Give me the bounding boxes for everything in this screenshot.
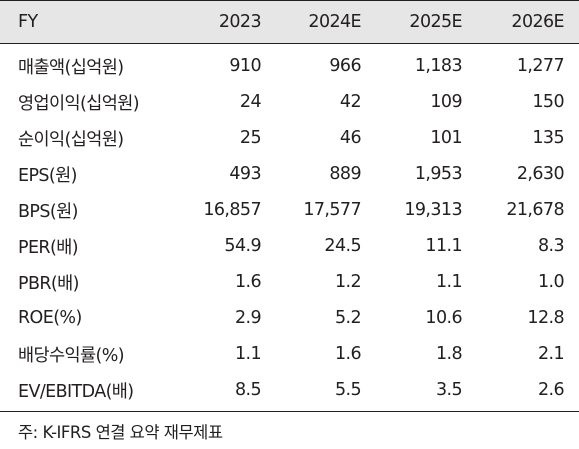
table-row: 매출액(십억원) 910 966 1,183 1,277 xyxy=(0,48,579,84)
table-bottom-rule xyxy=(0,411,579,412)
table-row: BPS(원) 16,857 17,577 19,313 21,678 xyxy=(0,192,579,228)
row-value: 966 xyxy=(329,56,361,76)
row-value: 1.1 xyxy=(435,272,463,292)
row-value: 54.9 xyxy=(224,236,261,256)
table-row: 배당수익률(%) 1.1 1.6 1.8 2.1 xyxy=(0,336,579,372)
row-value: 109 xyxy=(430,92,462,112)
row-label: ROE(%) xyxy=(18,308,82,328)
row-value: 150 xyxy=(532,92,564,112)
row-value: 10.6 xyxy=(425,308,462,328)
row-value: 5.5 xyxy=(334,380,362,400)
row-value: 24 xyxy=(239,92,262,112)
row-value: 25 xyxy=(239,128,262,148)
row-value: 16,857 xyxy=(203,200,261,220)
header-year-4: 2026E xyxy=(511,12,564,32)
row-value: 11.1 xyxy=(425,236,462,256)
row-value: 2.6 xyxy=(537,380,565,400)
row-label: BPS(원) xyxy=(18,201,78,222)
row-label: EV/EBITDA(배) xyxy=(18,381,134,402)
row-value: 17,577 xyxy=(303,200,361,220)
table-row: PBR(배) 1.6 1.2 1.1 1.0 xyxy=(0,264,579,300)
header-year-1: 2023 xyxy=(218,12,262,32)
row-label: EPS(원) xyxy=(18,165,77,186)
row-value: 1,277 xyxy=(516,56,565,76)
header-year-2: 2024E xyxy=(308,12,361,32)
row-label: 배당수익률(%) xyxy=(18,345,125,366)
row-label: 순이익(십억원) xyxy=(18,129,124,150)
row-label: PER(배) xyxy=(18,237,79,258)
row-value: 1.0 xyxy=(537,272,565,292)
row-value: 910 xyxy=(229,56,261,76)
row-value: 8.3 xyxy=(537,236,565,256)
row-value: 1,953 xyxy=(414,164,463,184)
row-value: 5.2 xyxy=(334,308,362,328)
table-row: EV/EBITDA(배) 8.5 5.5 3.5 2.6 xyxy=(0,372,579,408)
row-value: 12.8 xyxy=(527,308,564,328)
row-value: 135 xyxy=(532,128,564,148)
row-label: 매출액(십억원) xyxy=(18,57,124,78)
row-value: 3.5 xyxy=(435,380,463,400)
row-value: 2,630 xyxy=(516,164,565,184)
table-footnote: 주: K-IFRS 연결 요약 재무제표 xyxy=(18,423,223,442)
row-value: 46 xyxy=(339,128,362,148)
row-value: 21,678 xyxy=(506,200,564,220)
row-value: 19,313 xyxy=(404,200,462,220)
table-row: EPS(원) 493 889 1,953 2,630 xyxy=(0,156,579,192)
row-value: 1.8 xyxy=(435,344,463,364)
row-label: PBR(배) xyxy=(18,273,79,294)
row-value: 42 xyxy=(339,92,362,112)
row-value: 8.5 xyxy=(234,380,262,400)
row-value: 1.2 xyxy=(334,272,362,292)
row-value: 1.1 xyxy=(234,344,262,364)
row-value: 2.9 xyxy=(234,308,262,328)
row-value: 1,183 xyxy=(414,56,463,76)
table-row: ROE(%) 2.9 5.2 10.6 12.8 xyxy=(0,300,579,336)
row-value: 101 xyxy=(430,128,462,148)
row-value: 2.1 xyxy=(537,344,565,364)
row-value: 1.6 xyxy=(334,344,362,364)
header-year-3: 2025E xyxy=(409,12,462,32)
row-value: 889 xyxy=(329,164,361,184)
table-row: 영업이익(십억원) 24 42 109 150 xyxy=(0,84,579,120)
table-header-row: FY 2023 2024E 2025E 2026E xyxy=(0,0,579,44)
table-row: PER(배) 54.9 24.5 11.1 8.3 xyxy=(0,228,579,264)
row-label: 영업이익(십억원) xyxy=(18,93,140,114)
table-row: 순이익(십억원) 25 46 101 135 xyxy=(0,120,579,156)
row-value: 1.6 xyxy=(234,272,262,292)
row-value: 24.5 xyxy=(324,236,361,256)
row-value: 493 xyxy=(229,164,261,184)
header-label: FY xyxy=(18,12,38,32)
